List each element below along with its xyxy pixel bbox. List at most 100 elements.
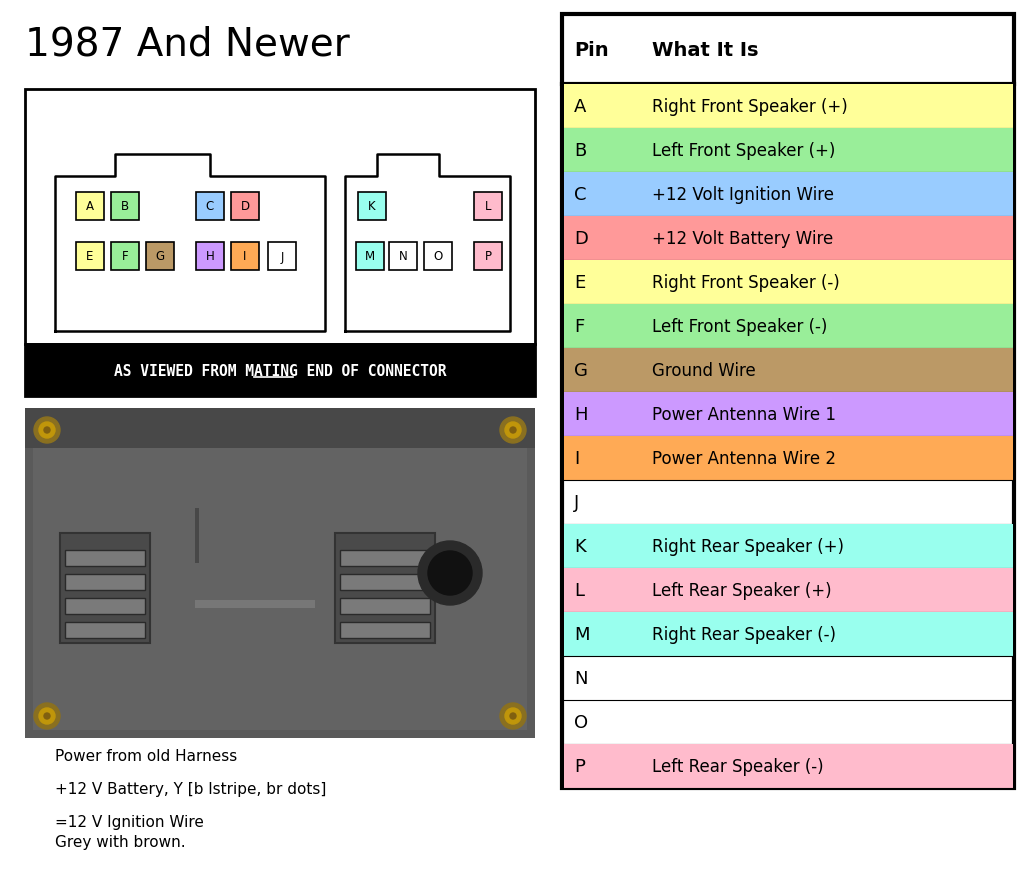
Bar bbox=[358, 193, 386, 221]
Bar bbox=[195, 601, 315, 609]
Text: Left Front Speaker (-): Left Front Speaker (-) bbox=[652, 318, 828, 336]
Text: Right Front Speaker (+): Right Front Speaker (+) bbox=[652, 98, 848, 116]
Bar bbox=[564, 173, 1013, 217]
Text: A: A bbox=[574, 98, 586, 116]
Text: Power Antenna Wire 1: Power Antenna Wire 1 bbox=[652, 406, 836, 424]
Circle shape bbox=[505, 423, 521, 439]
Text: M: M bbox=[574, 626, 589, 643]
Circle shape bbox=[510, 713, 516, 719]
Text: I: I bbox=[243, 250, 247, 263]
Bar bbox=[562, 15, 1014, 789]
Text: H: H bbox=[574, 406, 587, 424]
Polygon shape bbox=[55, 155, 325, 331]
Bar bbox=[196, 243, 224, 271]
Text: Left Front Speaker (+): Left Front Speaker (+) bbox=[652, 143, 836, 160]
Bar bbox=[25, 345, 535, 397]
Text: =12 V Ignition Wire: =12 V Ignition Wire bbox=[55, 814, 204, 829]
Bar bbox=[389, 243, 417, 271]
Bar bbox=[65, 550, 145, 566]
Polygon shape bbox=[345, 155, 510, 331]
Bar bbox=[356, 243, 384, 271]
Circle shape bbox=[39, 423, 55, 439]
Text: Ground Wire: Ground Wire bbox=[652, 362, 756, 380]
Bar bbox=[564, 129, 1013, 173]
Bar bbox=[564, 305, 1013, 348]
Circle shape bbox=[44, 428, 50, 433]
Text: J: J bbox=[280, 250, 283, 263]
Text: K: K bbox=[368, 200, 375, 214]
Bar bbox=[112, 193, 139, 221]
Text: M: M bbox=[365, 250, 375, 263]
Bar bbox=[340, 622, 430, 638]
Circle shape bbox=[39, 708, 55, 724]
Bar bbox=[25, 408, 535, 448]
Text: Right Rear Speaker (-): Right Rear Speaker (-) bbox=[652, 626, 836, 643]
Bar bbox=[195, 509, 199, 563]
Text: J: J bbox=[574, 494, 579, 512]
Text: Grey with brown.: Grey with brown. bbox=[55, 834, 185, 849]
Text: 1987 And Newer: 1987 And Newer bbox=[25, 25, 350, 63]
Bar bbox=[474, 193, 502, 221]
Bar bbox=[424, 243, 452, 271]
Bar bbox=[33, 416, 527, 730]
Text: E: E bbox=[574, 274, 585, 292]
Circle shape bbox=[418, 541, 482, 605]
Text: Power from old Harness: Power from old Harness bbox=[55, 748, 237, 763]
Text: What It Is: What It Is bbox=[652, 41, 758, 59]
Text: C: C bbox=[206, 200, 214, 214]
Text: Pin: Pin bbox=[574, 41, 609, 59]
Bar bbox=[65, 574, 145, 590]
Text: Left Rear Speaker (-): Left Rear Speaker (-) bbox=[652, 758, 824, 775]
Bar bbox=[25, 408, 535, 738]
Text: G: G bbox=[574, 362, 588, 380]
Text: D: D bbox=[574, 230, 588, 248]
Text: Right Front Speaker (-): Right Front Speaker (-) bbox=[652, 274, 840, 292]
Text: N: N bbox=[399, 250, 407, 263]
Text: D: D bbox=[240, 200, 250, 214]
Bar bbox=[474, 243, 502, 271]
Circle shape bbox=[500, 417, 526, 444]
Bar bbox=[231, 193, 259, 221]
Text: F: F bbox=[574, 318, 584, 336]
Bar bbox=[335, 533, 435, 643]
Bar bbox=[60, 533, 150, 643]
Text: G: G bbox=[155, 250, 165, 263]
Bar bbox=[340, 598, 430, 614]
Text: E: E bbox=[86, 250, 94, 263]
Text: L: L bbox=[485, 200, 491, 214]
Text: N: N bbox=[574, 670, 587, 688]
Bar bbox=[564, 437, 1013, 480]
Bar bbox=[65, 598, 145, 614]
Bar bbox=[564, 393, 1013, 437]
Bar bbox=[65, 622, 145, 638]
Text: P: P bbox=[574, 758, 585, 775]
Bar bbox=[564, 569, 1013, 612]
Text: +12 Volt Battery Wire: +12 Volt Battery Wire bbox=[652, 230, 834, 248]
Text: O: O bbox=[434, 250, 443, 263]
Circle shape bbox=[500, 703, 526, 729]
Text: C: C bbox=[574, 186, 586, 204]
Text: I: I bbox=[574, 450, 579, 468]
Bar bbox=[564, 613, 1013, 657]
Circle shape bbox=[34, 417, 60, 444]
Text: F: F bbox=[122, 250, 128, 263]
Bar bbox=[564, 85, 1013, 128]
Bar bbox=[564, 261, 1013, 305]
Text: A: A bbox=[86, 200, 94, 214]
Circle shape bbox=[44, 713, 50, 719]
Bar bbox=[340, 574, 430, 590]
Circle shape bbox=[34, 703, 60, 729]
Text: B: B bbox=[121, 200, 129, 214]
Bar bbox=[112, 243, 139, 271]
Text: K: K bbox=[574, 538, 586, 556]
Text: B: B bbox=[574, 143, 586, 160]
Text: +12 Volt Ignition Wire: +12 Volt Ignition Wire bbox=[652, 186, 834, 204]
Bar bbox=[268, 243, 296, 271]
Text: Power Antenna Wire 2: Power Antenna Wire 2 bbox=[652, 450, 836, 468]
Bar bbox=[76, 193, 104, 221]
Bar bbox=[564, 744, 1013, 788]
Bar bbox=[340, 550, 430, 566]
Bar bbox=[76, 243, 104, 271]
Bar bbox=[25, 89, 535, 345]
Bar bbox=[196, 193, 224, 221]
